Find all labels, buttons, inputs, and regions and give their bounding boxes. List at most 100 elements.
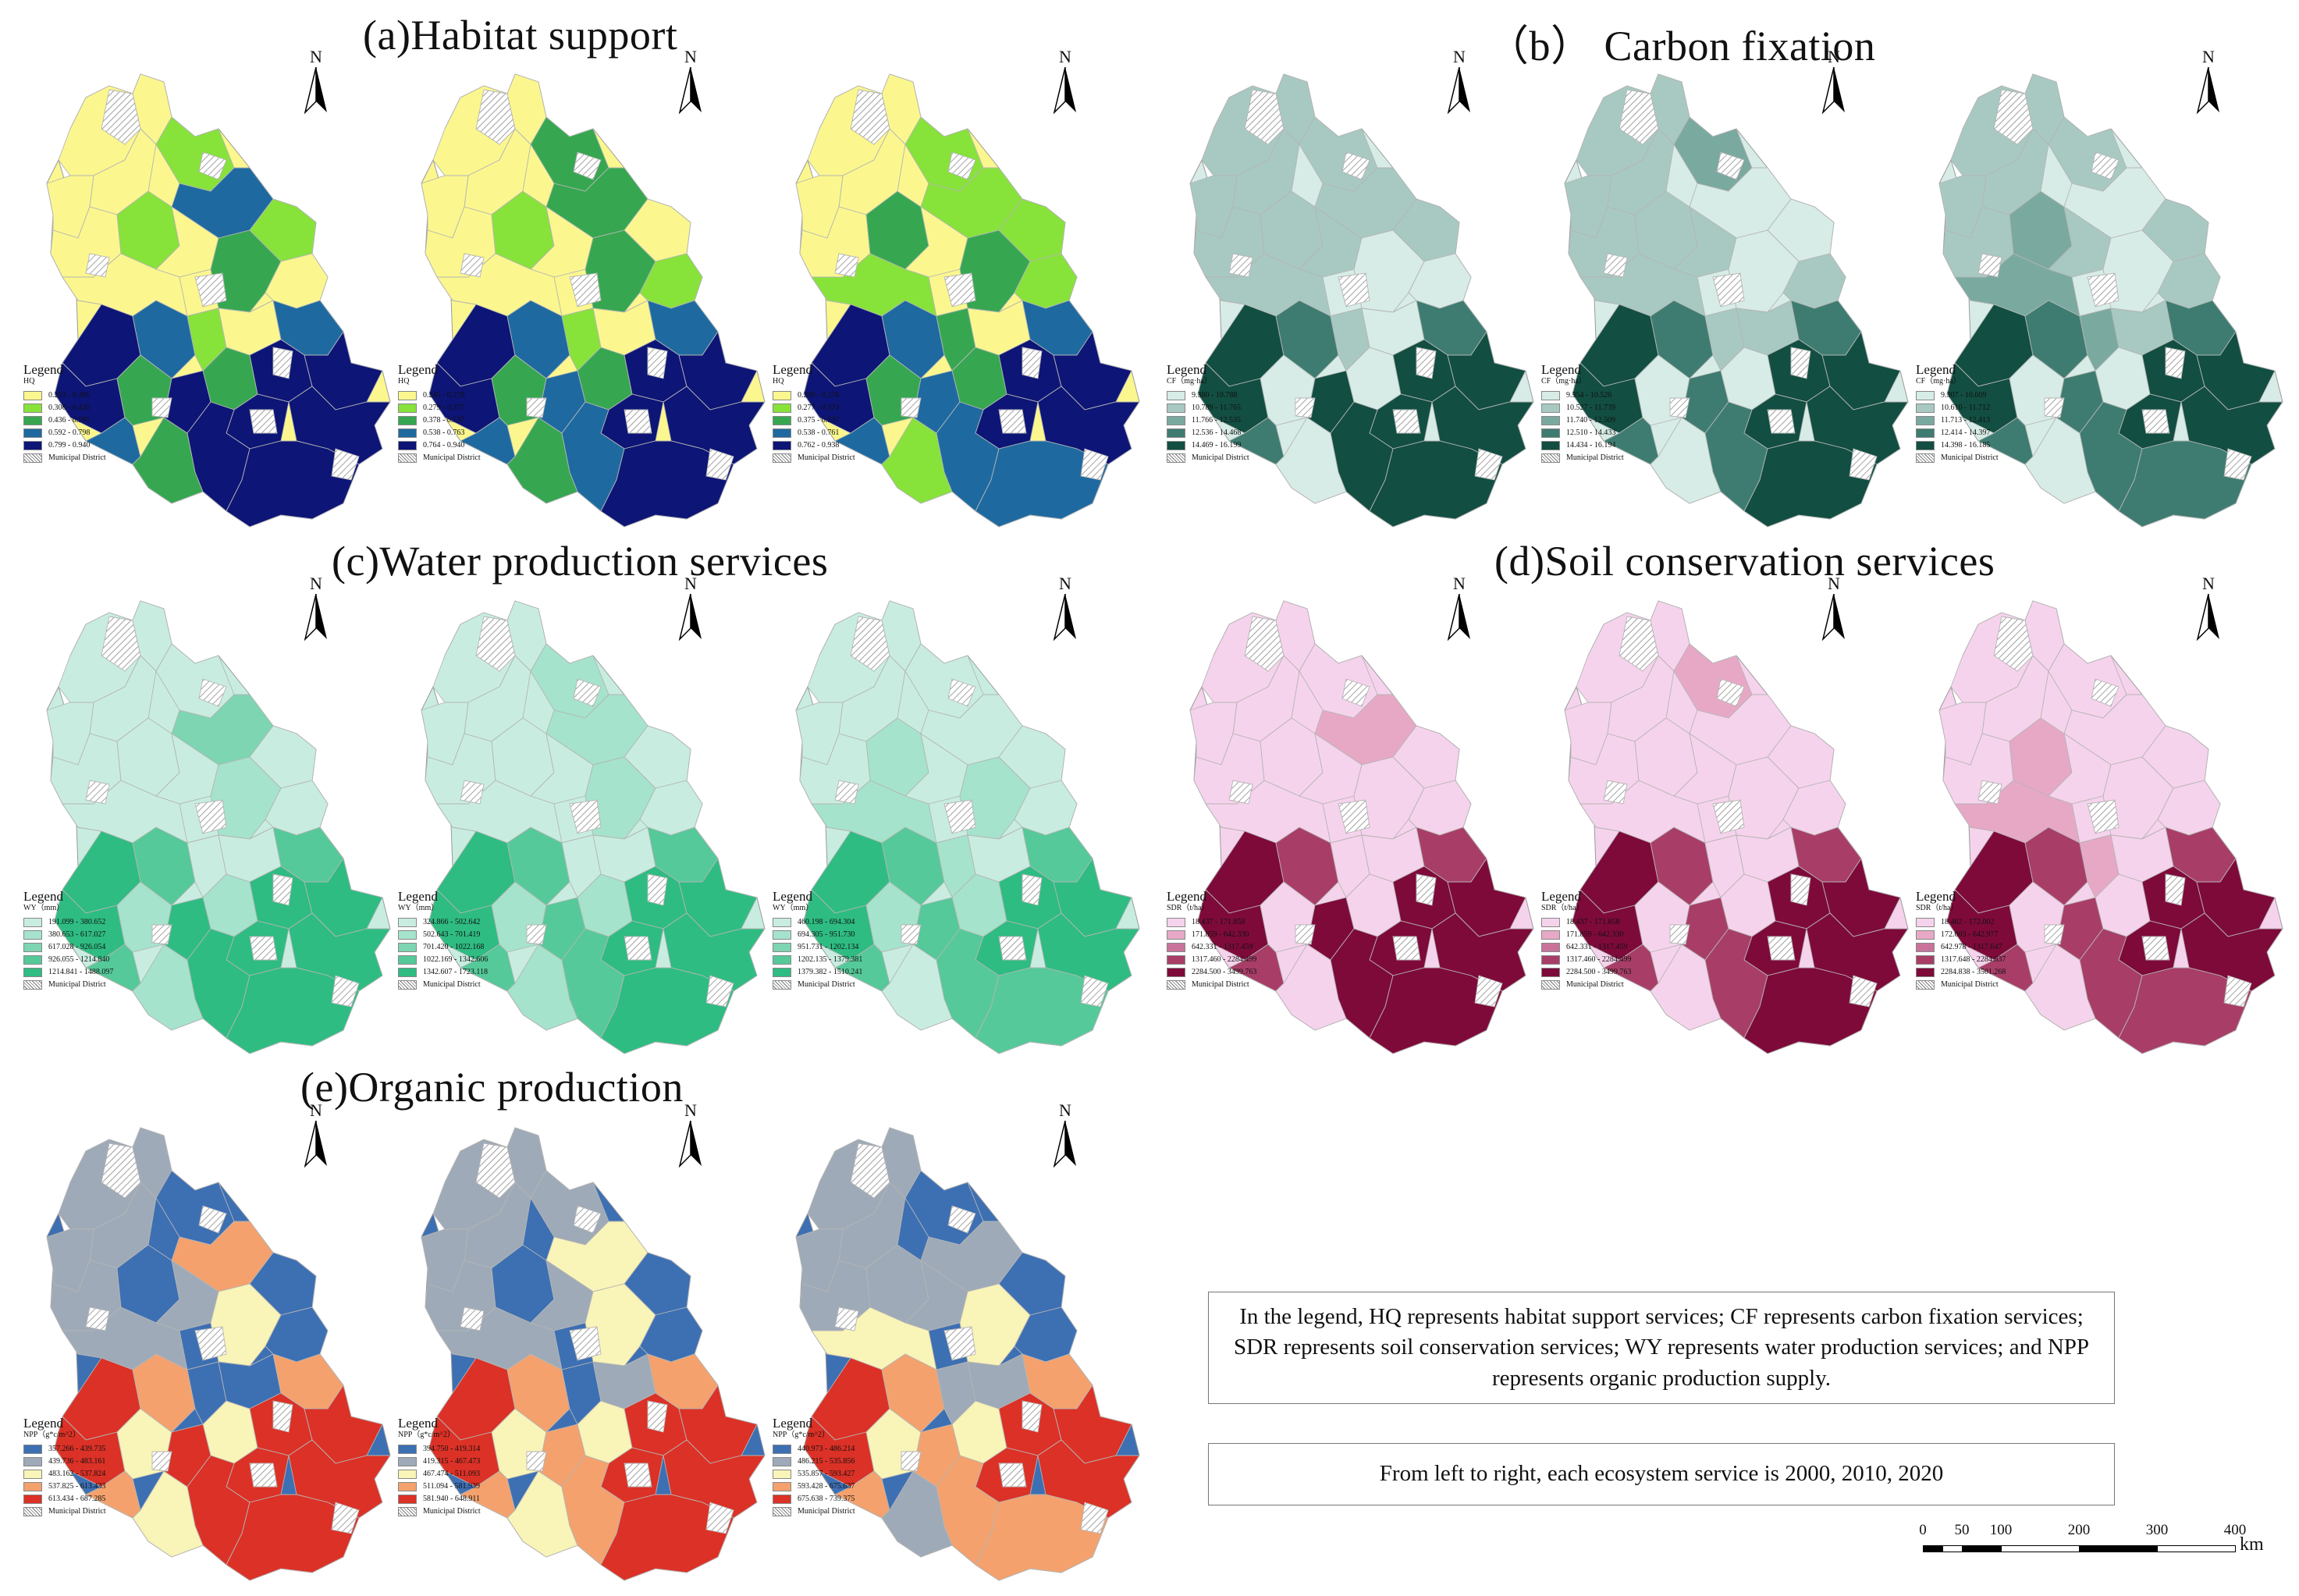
legend-swatch: [1541, 968, 1560, 977]
county-region: [530, 1260, 594, 1331]
county-region: [1602, 944, 1659, 992]
legend-municipal-district: Municipal District: [1192, 980, 1249, 989]
municipal-district: [1977, 253, 2002, 278]
county-region: [600, 440, 734, 528]
county-region: [226, 1494, 360, 1581]
map-panel-sdr-3: N Legend SDR（t/ha） 18.462 - 172.002 172.003 …: [1908, 570, 2290, 1069]
legend-row: 613.434 - 687.285: [23, 1493, 140, 1505]
legend-title: Legend: [398, 1416, 438, 1431]
municipal-district: [151, 924, 172, 945]
legend-range: 502.643 - 701.419: [423, 930, 481, 939]
map-wy-2: [421, 600, 766, 1054]
county-region: [1743, 440, 1878, 528]
legend-row: 642.331 - 1317.459: [1167, 941, 1284, 954]
legend-range: 593.428 - 675.637: [798, 1482, 855, 1491]
county-region: [187, 1455, 251, 1566]
legend-title: Legend: [1541, 362, 1581, 377]
legend-swatch: [398, 1457, 417, 1466]
map-hq-3: [795, 73, 1140, 528]
legend-row: 617.028 - 926.054: [23, 941, 140, 954]
legend-municipal-district: Municipal District: [423, 453, 481, 462]
municipal-district: [624, 409, 652, 434]
legend-range: 617.028 - 926.054: [48, 943, 106, 951]
legend-range: 0.764 - 0.940: [423, 441, 465, 450]
legend-range: 11.740 - 12.509: [1566, 416, 1615, 425]
note-years: From left to right, each ecosystem servi…: [1208, 1443, 2115, 1505]
legend-range: 1317.648 - 2284.837: [1941, 955, 2006, 964]
municipal-district: [1993, 89, 2034, 145]
municipal-district: [943, 799, 976, 834]
legend-range: 0.245 - 0.278: [423, 391, 465, 400]
north-label: N: [2202, 47, 2215, 66]
county-region: [2079, 928, 2143, 1039]
legend-range: 1342.607 - 1723.118: [423, 968, 488, 976]
county-region: [459, 417, 516, 465]
legend-range: 10.789 - 11.765: [1192, 403, 1241, 412]
north-arrow-icon: N: [1818, 47, 1850, 117]
legend-swatch: [398, 918, 417, 927]
legend-municipal-district: Municipal District: [48, 453, 106, 462]
legend-row: 439.736 - 483.161: [23, 1456, 140, 1468]
municipal-district: [947, 1205, 976, 1234]
legend-range: 11.766 - 12.535: [1192, 416, 1241, 425]
north-arrow-icon: N: [675, 574, 706, 644]
legend-swatch: [1167, 968, 1185, 977]
legend-swatch: [23, 441, 42, 450]
north-label: N: [684, 574, 697, 593]
county-region: [1330, 928, 1394, 1039]
county-region: [936, 401, 1000, 512]
legend-row: 1202.135 - 1379.381: [773, 954, 890, 966]
legend-range: 18.462 - 172.002: [1941, 918, 1995, 926]
legend-variable: NPP（g*c/m^2）: [398, 1431, 456, 1439]
municipal-district: [1474, 448, 1503, 481]
map-hq-1: [46, 73, 391, 528]
county-region: [975, 1494, 1109, 1581]
map-panel-wy-1: N Legend WY（mm） 191.099 - 380.652 380.653 - …: [16, 570, 398, 1069]
map-panel-hq-2: N Legend HQ 0.245 - 0.278 0.279 - 0.377 0.378…: [390, 43, 773, 542]
map-panel-sdr-2: N Legend SDR（t/ha） 18.437 - 171.858 171.859 …: [1533, 570, 1916, 1069]
municipal-district: [460, 1306, 485, 1331]
legend-title: Legend: [23, 889, 63, 904]
legend-swatch: [1541, 391, 1560, 400]
legend-range: 1317.460 - 2284.499: [1192, 955, 1257, 964]
map-cf-2: [1564, 73, 1909, 528]
north-arrow-icon: N: [2193, 574, 2224, 644]
municipal-district: [249, 409, 278, 434]
municipal-district: [705, 975, 734, 1008]
legend-variable: WY（mm）: [398, 904, 439, 912]
hatch-swatch-icon: [1541, 453, 1560, 463]
municipal-district: [2087, 799, 2120, 834]
legend-range: 171.859 - 642.330: [1192, 930, 1249, 939]
map-sdr-3: [1938, 600, 2283, 1054]
scale-segment: [1942, 1545, 1963, 1552]
municipal-district: [2141, 936, 2170, 961]
legend-swatch: [1541, 416, 1560, 425]
legend-row: Municipal District: [398, 452, 515, 464]
legend: Legend SDR（t/ha） 18.462 - 172.002 172.003 -…: [1916, 890, 2033, 991]
county-region: [833, 417, 890, 465]
legend-range: 191.099 - 380.652: [48, 918, 106, 926]
legend-row: 9.380 - 10.788: [1167, 389, 1284, 402]
legend: Legend CF（mg·ha） 9.380 - 10.788 10.789 - 11…: [1167, 363, 1284, 464]
scale-tick-200: 200: [2067, 1522, 2091, 1538]
legend-row: 0.592 - 0.798: [23, 427, 140, 439]
legend-municipal-district: Municipal District: [1941, 980, 1999, 989]
county-region: [1602, 417, 1659, 465]
hatch-swatch-icon: [1916, 453, 1935, 463]
legend-swatch: [773, 428, 791, 438]
legend-row: 467.474 - 511.093: [398, 1468, 515, 1480]
municipal-district: [1669, 397, 1690, 418]
legend-range: 12.536 - 14.468: [1192, 428, 1242, 437]
legend-row: 12.510 - 14.433: [1541, 427, 1658, 439]
legend-row: 2284.500 - 3499.763: [1167, 966, 1284, 979]
municipal-district: [647, 347, 668, 379]
municipal-district: [1341, 678, 1370, 707]
hatch-swatch-icon: [1167, 453, 1185, 463]
municipal-district: [1022, 1400, 1043, 1433]
county-region: [1330, 401, 1394, 512]
legend-swatch: [1167, 441, 1185, 450]
legend-range: 675.638 - 739.375: [798, 1495, 855, 1503]
legend-swatch: [1916, 403, 1935, 413]
municipal-district: [198, 678, 227, 707]
legend-swatch: [23, 403, 42, 413]
